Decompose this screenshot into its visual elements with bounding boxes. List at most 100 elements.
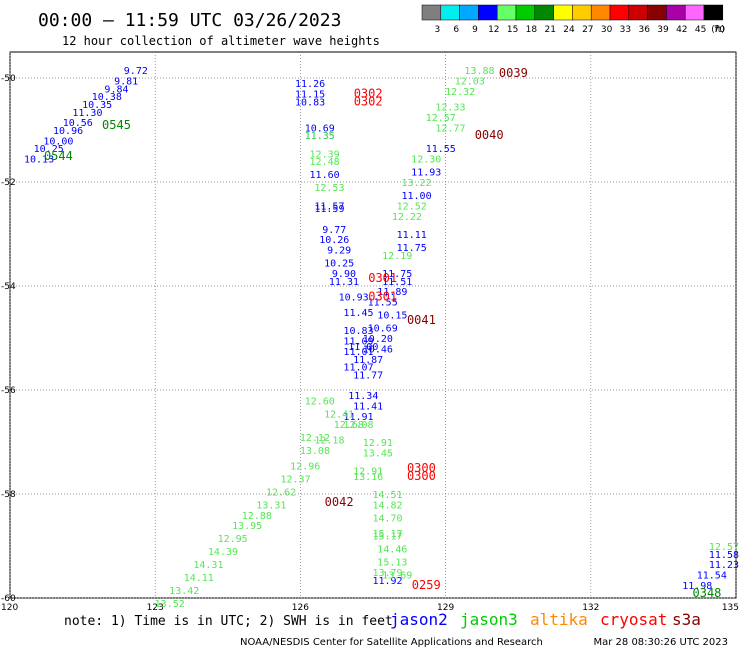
wave-height-label-jason2: 11.11 [397, 230, 427, 241]
wave-height-label-jason2: 11.00 [348, 342, 378, 353]
wave-height-label-jason3: 12.19 [382, 251, 412, 262]
wave-height-label-jason2: 10.93 [339, 292, 369, 303]
color-scale-swatch [515, 4, 536, 21]
wave-height-label-jason3: 12.48 [310, 157, 340, 168]
credit-text: NOAA/NESDIS Center for Satellite Applica… [240, 637, 543, 648]
color-scale-unit: (ft) [711, 25, 725, 35]
wave-height-label-jason2: 10.56 [63, 118, 93, 129]
x-tick-label: 120 [1, 603, 18, 613]
color-scale-swatch [421, 4, 442, 21]
wave-height-label-jason2: 11.34 [348, 391, 378, 402]
pass-time-label: 0301 [368, 271, 397, 285]
wave-height-label-jason2: 11.98 [682, 581, 712, 592]
pass-time-label: 0302 [354, 94, 383, 108]
wave-height-label-jason3: 12.53 [314, 183, 344, 194]
wave-height-label-jason2: 9.84 [104, 84, 128, 95]
pass-time-label: 0545 [102, 118, 131, 132]
wave-height-label-jason2: 10.13 [24, 155, 54, 166]
wave-height-label-jason3: 12.95 [218, 534, 248, 545]
chart-subtitle: 12 hour collection of altimeter wave hei… [62, 34, 380, 48]
wave-height-label-jason2: 11.54 [697, 571, 727, 582]
pass-time-label: 0039 [499, 66, 528, 80]
wave-height-label-jason3: 13.52 [155, 599, 185, 610]
wave-height-label-jason3: 12.91 [353, 467, 383, 478]
color-scale-label: 12 [488, 25, 499, 35]
wave-height-label-jason2: 10.00 [43, 136, 73, 147]
wave-height-label-jason3: 13.88 [464, 66, 494, 77]
color-scale-swatch [703, 4, 724, 21]
wave-height-label-jason3: 12.57 [709, 542, 739, 553]
wave-height-label-jason2: 11.57 [314, 201, 344, 212]
timestamp-text: Mar 28 08:30:26 UTC 2023 [594, 637, 729, 648]
wave-height-points: 10.1310.2510.0010.9610.5611.3010.3510.38… [24, 66, 739, 610]
wave-height-label-jason2: 11.89 [377, 287, 407, 298]
wave-height-label-jason3: 13.08 [300, 446, 330, 457]
wave-height-label-jason3: 14.82 [372, 500, 402, 511]
pass-time-label: 0259 [412, 578, 441, 592]
wave-height-label-jason3: 15.13 [377, 558, 407, 569]
wave-height-label-jason2: 11.55 [368, 298, 398, 309]
x-tick-label: 135 [722, 603, 739, 613]
color-scale-label: 27 [582, 25, 593, 35]
wave-height-label-jason2: 11.75 [397, 243, 427, 254]
wave-height-label-jason3: 12.41 [324, 409, 354, 420]
color-scale-label: 3 [435, 25, 441, 35]
wave-height-label-jason2: 11.31 [329, 277, 359, 288]
wave-height-label-jason3: 11.35 [305, 131, 335, 142]
wave-height-label-jason2: 9.77 [322, 225, 346, 236]
satellite-legend-s3a: s3a [672, 610, 701, 629]
color-scale-swatch [572, 4, 592, 21]
wave-height-label-jason2: 10.83 [295, 97, 325, 108]
wave-height-label-jason2: 11.30 [72, 108, 102, 119]
color-scale-label: 39 [657, 25, 669, 35]
wave-height-label-jason2: 10.35 [82, 100, 112, 111]
wave-height-label-jason2: 11.45 [343, 308, 373, 319]
color-scale-swatch [553, 4, 573, 21]
wave-height-label-jason2: 9.90 [332, 269, 356, 280]
color-scale-label: 70 [714, 25, 726, 35]
wave-height-label-jason2: 11.41 [353, 402, 383, 413]
color-scale-label: 45 [695, 25, 706, 35]
wave-height-label-jason2: 10.20 [363, 334, 393, 345]
pass-time-label: 0042 [325, 495, 354, 509]
wave-height-label-jason3: 12.39 [310, 149, 340, 160]
color-scale-label: 9 [472, 25, 478, 35]
color-scale-swatch [440, 4, 460, 21]
wave-height-label-jason2: 10.25 [324, 259, 354, 270]
wave-height-label-jason3: 14.31 [193, 560, 223, 571]
wave-height-label-jason3: 13.95 [232, 521, 262, 532]
satellite-legend-altika: altika [530, 610, 588, 629]
wave-height-label-jason3: 12.68 [334, 420, 364, 431]
wave-height-label-jason2: 11.91 [343, 412, 373, 423]
wave-height-label-jason3: 12.37 [281, 474, 311, 485]
wave-height-label-jason2: 10.69 [305, 123, 335, 134]
color-scale-label: 42 [676, 25, 687, 35]
satellite-legend-cryosat: cryosat [600, 610, 667, 629]
wave-height-label-jason2: 11.07 [343, 363, 373, 374]
wave-height-label-jason3: 12.30 [411, 155, 441, 166]
color-scale-swatch [478, 4, 498, 21]
y-axis-ticks: -50 -52 -54 -56 -58 -60 [1, 74, 16, 604]
wave-height-label-jason2: 10.38 [92, 92, 122, 103]
y-tick-label: -56 [1, 386, 16, 396]
pass-time-label: 0041 [407, 313, 436, 327]
grid-lines [9, 52, 737, 599]
wave-height-label-jason2: 11.15 [295, 90, 325, 101]
color-scale-label: 15 [507, 25, 518, 35]
x-tick-label: 132 [582, 603, 599, 613]
wave-height-label-jason2: 11.23 [709, 560, 739, 571]
x-tick-label: 126 [292, 603, 309, 613]
color-scale-label: 33 [620, 25, 631, 35]
wave-height-label-jason3: 12.88 [242, 511, 272, 522]
wave-height-label-jason3: 13.45 [363, 448, 393, 459]
wave-height-label-jason3: 14.51 [372, 490, 402, 501]
wave-height-label-jason2: 10.26 [319, 235, 349, 246]
color-scale-swatch [534, 4, 554, 21]
x-tick-label: 123 [147, 603, 164, 613]
wave-height-label-jason2: 9.72 [124, 66, 148, 77]
color-scale-label: 6 [453, 25, 459, 35]
x-axis-ticks: 120 123 126 129 132 135 [1, 603, 739, 613]
wave-height-label-jason2: 9.81 [114, 77, 138, 88]
